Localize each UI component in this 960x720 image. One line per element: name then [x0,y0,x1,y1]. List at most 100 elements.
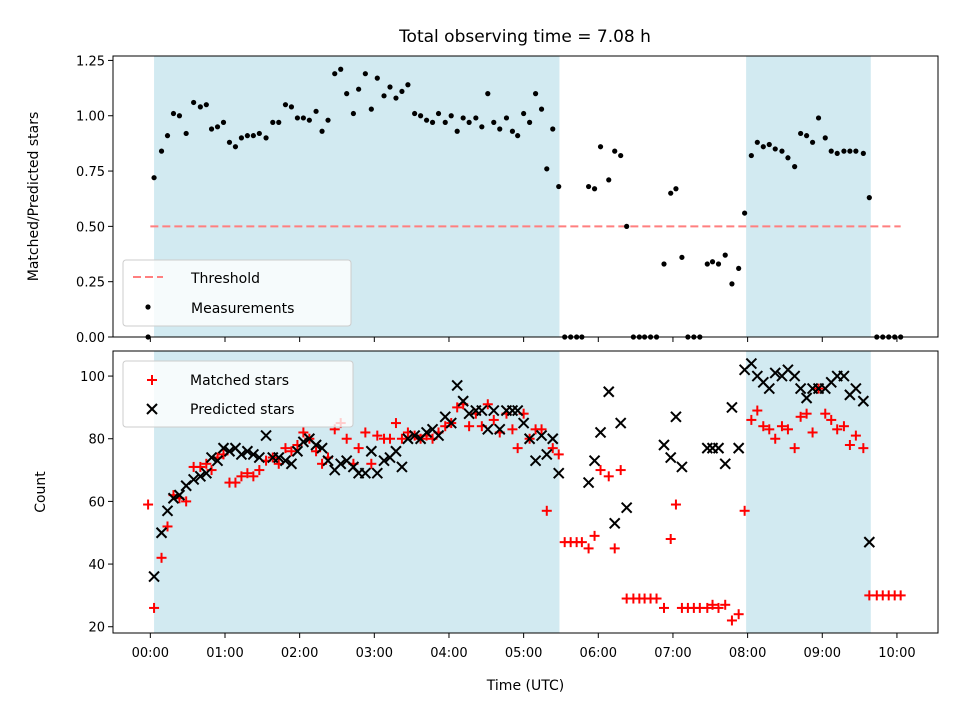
data-point [279,454,292,467]
x-stroke-b [200,467,213,479]
data-point [181,496,192,507]
y-tick-label: 0.75 [76,165,105,180]
x-stroke-b [445,417,457,429]
data-point [429,119,436,125]
data-point [298,427,309,438]
data-point [597,144,604,150]
data-point [624,223,630,229]
data-point [148,570,160,583]
data-point [758,421,769,432]
data-point [850,382,862,395]
data-point [712,442,725,454]
x-stroke-b [187,473,200,486]
data-point [288,104,295,110]
x-stroke-b [310,439,322,451]
data-point [280,443,291,454]
data-point [282,102,289,108]
data-point [205,451,218,464]
x-stroke-b [420,426,433,439]
data-point [286,446,297,457]
data-point [547,443,558,454]
data-point [615,465,626,476]
legend-swatch-predicted-b [146,403,158,415]
data-point [760,144,766,150]
data-point [529,454,542,467]
y-tick-label: 0.00 [76,331,105,346]
y-tick-label: 1.25 [76,54,105,69]
x-stroke-b [439,411,451,423]
data-point [838,370,850,382]
data-point [614,417,627,429]
data-point [553,467,565,479]
data-point [494,423,506,436]
data-point [332,71,338,77]
legend: Matched stars Predicted stars [122,360,354,428]
legend-label: Threshold [190,271,260,287]
x-stroke-b [148,570,160,583]
legend-box [122,259,352,327]
x-stroke-b [850,382,862,395]
x-stroke-b [582,476,595,489]
x-stroke-b [620,501,633,514]
shaded-span [746,56,871,337]
data-point [408,429,421,442]
y-tick-label: 1.00 [76,110,105,125]
data-point [183,130,189,137]
data-point [454,128,460,134]
data-point [273,451,285,464]
data-point [766,141,772,148]
x-stroke-b [751,370,764,382]
legend-swatch-measurements [145,304,151,310]
data-point [297,436,310,448]
data-point [715,261,722,267]
data-point [847,148,853,154]
x-stroke-b [291,445,304,457]
data-point [151,175,157,181]
data-point [547,433,559,445]
data-point [658,602,669,613]
data-point [263,135,269,141]
data-point [393,95,399,101]
data-point [294,115,301,121]
data-point [384,433,395,444]
data-point [726,615,737,626]
x-stroke-b [788,370,801,382]
data-point [260,429,272,442]
data-point [841,148,847,154]
x-stroke-b [229,442,242,454]
x-stroke-b [476,404,488,417]
data-point [164,133,171,139]
x-stroke-b [371,467,384,479]
data-point [491,119,497,125]
data-point [704,261,710,267]
data-point [834,150,840,156]
data-point [432,429,445,442]
x-stroke-b [347,461,360,473]
data-point [356,86,362,92]
data-point [201,458,212,469]
legend-box [122,360,354,428]
x-tick-label: 03:00 [356,646,393,661]
data-point [191,99,197,106]
data-point [553,449,564,460]
data-point [170,110,177,117]
data-point [726,401,738,414]
data-point [707,599,718,610]
x-stroke-b [322,454,334,467]
data-point [719,458,731,470]
data-point [451,379,463,392]
data-point [603,471,614,482]
data-point [285,458,298,470]
data-point [372,430,383,441]
data-point [803,133,810,139]
data-point [863,536,876,548]
data-point [713,602,724,613]
data-point [211,454,224,467]
x-stroke-b [340,454,353,467]
y-tick-label: 20 [88,621,105,636]
data-point [420,426,433,439]
x-stroke-b [757,376,770,389]
data-point [143,499,154,510]
data-point [670,499,681,510]
data-point [509,128,516,134]
